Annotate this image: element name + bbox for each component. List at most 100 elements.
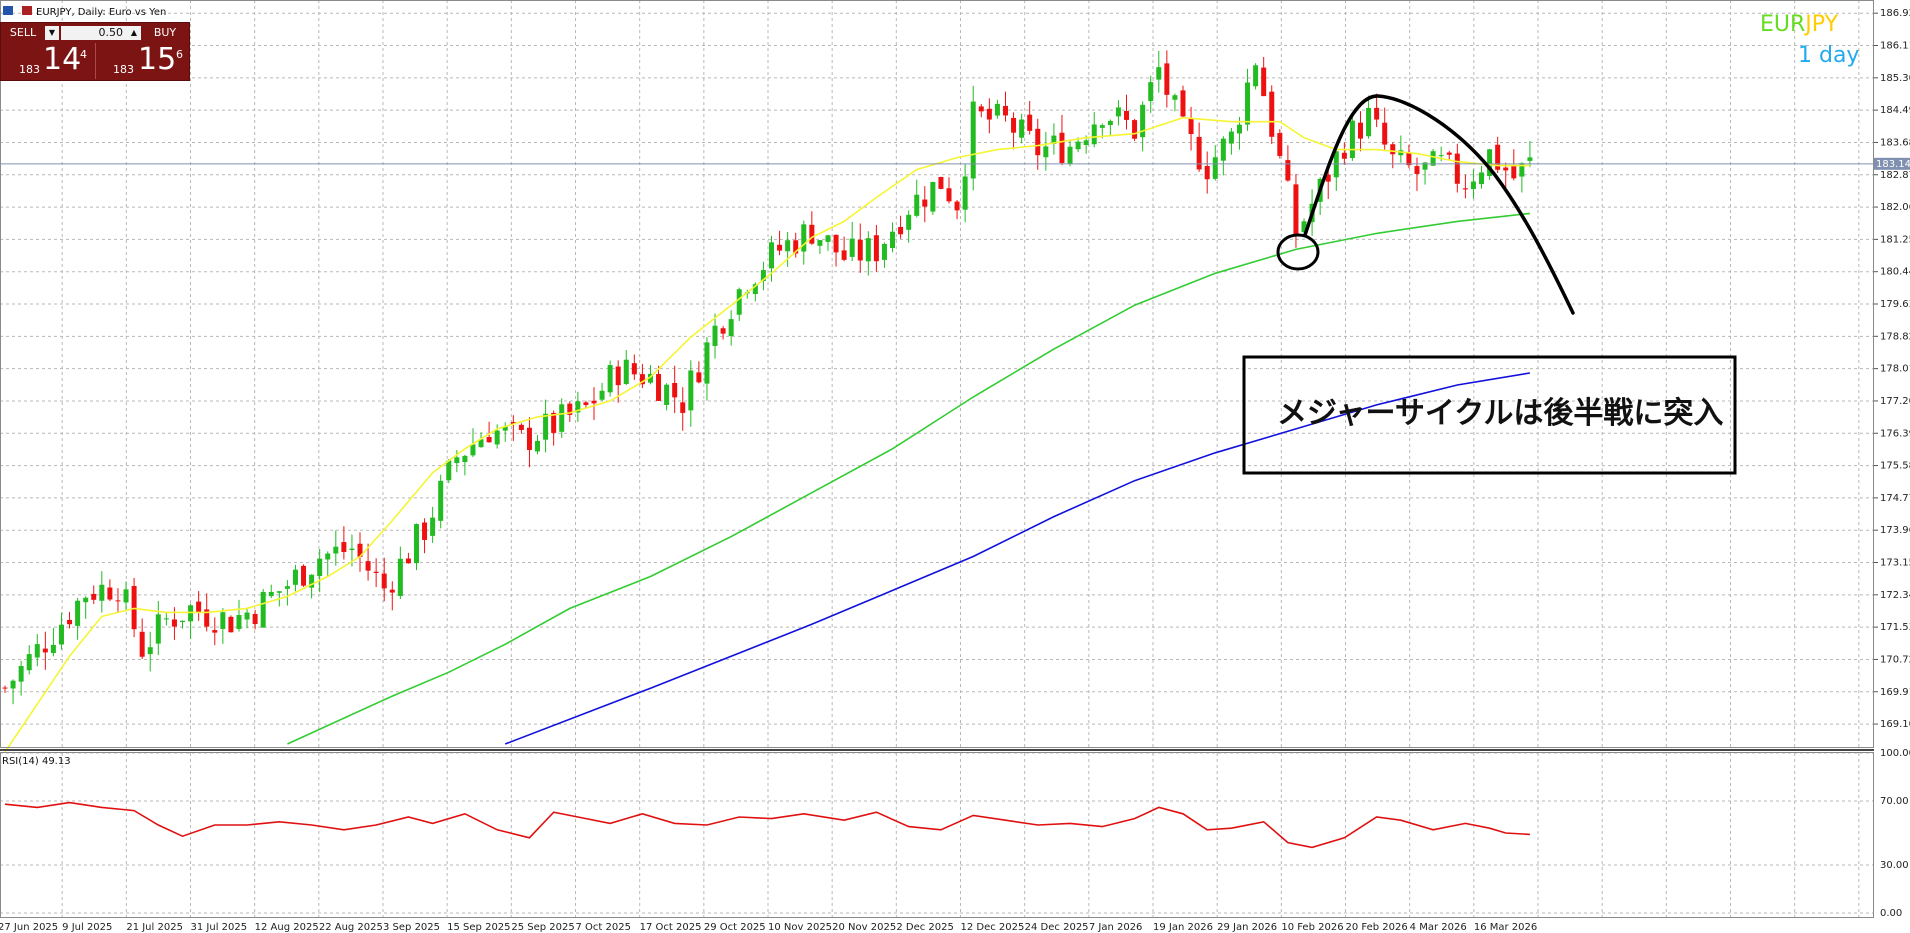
price-tick-label: 173.960 [1880, 525, 1910, 536]
candle-body [647, 373, 653, 383]
candle-body [139, 631, 145, 657]
date-tick-label: 12 Dec 2025 [961, 922, 1025, 933]
candle-body [962, 176, 968, 210]
lot-increase-button[interactable]: ▲ [127, 26, 141, 40]
buy-price-prefix: 183 [113, 63, 134, 76]
candle-body [777, 244, 783, 251]
candle-body [260, 591, 266, 628]
date-tick-label: 7 Jan 2026 [1089, 922, 1143, 933]
candle-body [454, 457, 460, 464]
price-tick-label: 182.870 [1880, 170, 1910, 181]
price-tick-label: 179.630 [1880, 299, 1910, 310]
candle-body [155, 614, 161, 644]
candle-body [656, 374, 662, 401]
candle-body [809, 224, 815, 244]
candle-body [938, 177, 944, 189]
candle-body [188, 605, 194, 622]
candle-body [276, 591, 282, 593]
candle-body [551, 412, 557, 433]
price-tick-label: 178.010 [1880, 364, 1910, 375]
candle-body [994, 103, 1000, 116]
candle-body [180, 620, 186, 623]
candle-body [1140, 104, 1146, 138]
candle-body [349, 548, 355, 551]
candle-body [1414, 166, 1420, 174]
price-tick-label: 185.300 [1880, 73, 1910, 84]
candle-body [1245, 82, 1251, 125]
candle-body [954, 201, 960, 211]
candle-body [1035, 128, 1041, 156]
candle-body [1277, 133, 1283, 156]
date-tick-label: 29 Jan 2026 [1217, 922, 1277, 933]
date-tick-label: 17 Oct 2025 [640, 922, 702, 933]
candle-body [664, 384, 670, 405]
price-tick-label: 186.920 [1880, 8, 1910, 19]
header-icon-box [3, 6, 13, 15]
candle-body [1487, 149, 1493, 177]
price-tick-label: 170.720 [1880, 654, 1910, 665]
candle-body [599, 390, 605, 400]
candle-body [857, 239, 863, 261]
candle-body [171, 619, 177, 627]
lot-decrease-button[interactable]: ▼ [45, 26, 59, 40]
candle-body [446, 460, 452, 481]
rsi-grid [0, 752, 1874, 914]
candle-body [1438, 155, 1444, 157]
rsi-level-label: 0.00 [1880, 908, 1902, 919]
date-tick-label: 19 Jan 2026 [1153, 922, 1213, 933]
buy-button[interactable]: BUY [153, 26, 177, 39]
sell-button[interactable]: SELL [9, 26, 37, 39]
candle-body [680, 402, 686, 413]
candle-body [1132, 120, 1138, 139]
candle-body [841, 250, 847, 260]
buy-price-big[interactable]: 15 [138, 42, 177, 77]
candle-body [1212, 157, 1218, 179]
candle-body [1349, 120, 1355, 159]
lot-input[interactable]: 0.50 [61, 26, 127, 40]
candle-body [518, 424, 524, 430]
candle-body [567, 403, 573, 415]
candle-body [672, 382, 678, 398]
candle-body [1164, 63, 1170, 95]
candle-body [1253, 65, 1259, 87]
price-tick-label: 172.340 [1880, 590, 1910, 601]
date-tick-label: 12 Aug 2025 [255, 922, 319, 933]
candle-body [220, 612, 226, 629]
price-tick-label: 186.110 [1880, 41, 1910, 52]
timeframe-label: 1 day [1798, 43, 1859, 68]
date-tick-label: 2 Dec 2025 [896, 922, 954, 933]
date-tick-label: 3 Sep 2025 [383, 922, 440, 933]
candle-body [970, 101, 976, 179]
candle-body [397, 558, 403, 597]
candle-body [99, 584, 105, 601]
ma-mid-line [287, 212, 1530, 745]
buy-price-sup: 6 [176, 48, 183, 61]
price-grid [0, 0, 1874, 917]
price-tick-label: 169.100 [1880, 719, 1910, 730]
date-tick-label: 16 Mar 2026 [1474, 922, 1537, 933]
candle-body [365, 561, 371, 571]
candle-body [212, 630, 218, 633]
candle-body [10, 680, 16, 689]
candle-body [1180, 90, 1186, 117]
candle-body [1366, 107, 1372, 137]
candle-body [1204, 165, 1210, 180]
candle-body [1470, 181, 1476, 190]
candle-body [1462, 188, 1468, 190]
rsi-panel-border [0, 752, 1874, 918]
candle-body [793, 240, 799, 254]
sell-price-big[interactable]: 14 [43, 42, 82, 77]
candle-body [688, 370, 694, 411]
candle-body [236, 615, 242, 629]
rsi-level-label: 70.00 [1880, 796, 1909, 807]
candle-body [1156, 67, 1162, 80]
candle-body [736, 289, 742, 315]
candle-body [292, 569, 298, 585]
price-tick-label: 173.150 [1880, 558, 1910, 569]
candle-body [1511, 165, 1517, 179]
candle-body [1091, 124, 1097, 145]
date-tick-label: 20 Feb 2026 [1346, 922, 1408, 933]
candle-body [486, 436, 492, 443]
candle-body [752, 284, 758, 295]
